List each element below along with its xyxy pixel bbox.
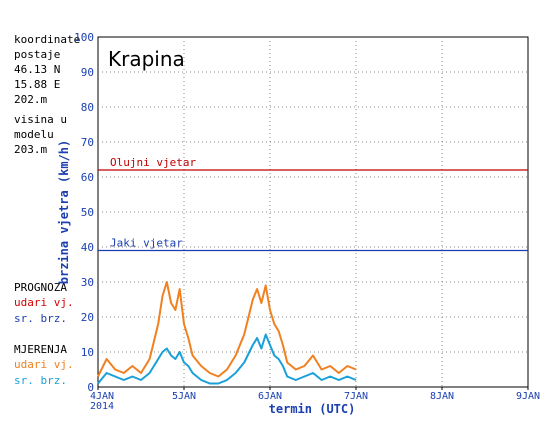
model-label-2: modelu xyxy=(14,128,54,141)
station-altitude: 202.m xyxy=(14,93,48,106)
measured-legend-mean: sr. brz. xyxy=(14,374,67,387)
threshold-lines: Olujni vjetar Jaki vjetar xyxy=(98,156,528,252)
y-tick-label: 100 xyxy=(74,31,94,44)
y-tick-label: 20 xyxy=(81,311,94,324)
chart-title: Krapina xyxy=(108,47,185,71)
model-altitude: 203.m xyxy=(14,143,48,156)
x-tick-label: 7JAN xyxy=(344,391,368,402)
threshold-label: Jaki vjetar xyxy=(110,237,183,250)
x-tick-year: 2014 xyxy=(90,401,114,412)
measured-legend-title: MJERENJA xyxy=(14,343,67,356)
y-tick-label: 40 xyxy=(81,241,94,254)
series-group xyxy=(97,281,357,385)
coords-label-1: koordinate xyxy=(14,33,81,46)
forecast-legend-mean: sr. brz. xyxy=(14,312,67,325)
y-tick-label: 90 xyxy=(81,66,94,79)
y-tick-label: 60 xyxy=(81,171,94,184)
x-tick-label: 9JAN xyxy=(516,391,540,402)
y-tick-labels: 0 10 20 30 40 50 60 70 80 90 100 xyxy=(74,31,94,394)
model-label-1: visina u xyxy=(14,113,67,126)
y-tick-label: 80 xyxy=(81,101,94,114)
longitude-value: 15.88 E xyxy=(14,78,61,91)
x-tick-labels: 4JAN 5JAN 6JAN 7JAN 8JAN 9JAN 2014 xyxy=(90,387,540,412)
mean-series-line xyxy=(97,333,357,385)
latitude-value: 46.13 N xyxy=(14,63,61,76)
coords-label-2: postaje xyxy=(14,48,61,61)
x-tick-label: 4JAN xyxy=(90,391,114,402)
x-tick-label: 5JAN xyxy=(172,391,196,402)
y-tick-label: 70 xyxy=(81,136,94,149)
y-tick-label: 10 xyxy=(81,346,94,359)
measured-legend-gust: udari vj. xyxy=(14,358,74,371)
y-tick-label: 30 xyxy=(81,276,94,289)
forecast-legend-title: PROGNOZA xyxy=(14,281,67,294)
y-axis-label: brzina vjetra (km/h) xyxy=(57,140,71,285)
threshold-label: Olujni vjetar xyxy=(110,156,196,169)
x-axis-label: termin (UTC) xyxy=(269,402,356,416)
forecast-legend-gust: udari vj. xyxy=(14,296,74,309)
y-tick-label: 50 xyxy=(81,206,94,219)
y-tick-label: 0 xyxy=(87,381,94,394)
x-tick-label: 6JAN xyxy=(258,391,282,402)
x-tick-label: 8JAN xyxy=(430,391,454,402)
gust-series-line xyxy=(97,281,357,378)
grid xyxy=(98,37,528,387)
